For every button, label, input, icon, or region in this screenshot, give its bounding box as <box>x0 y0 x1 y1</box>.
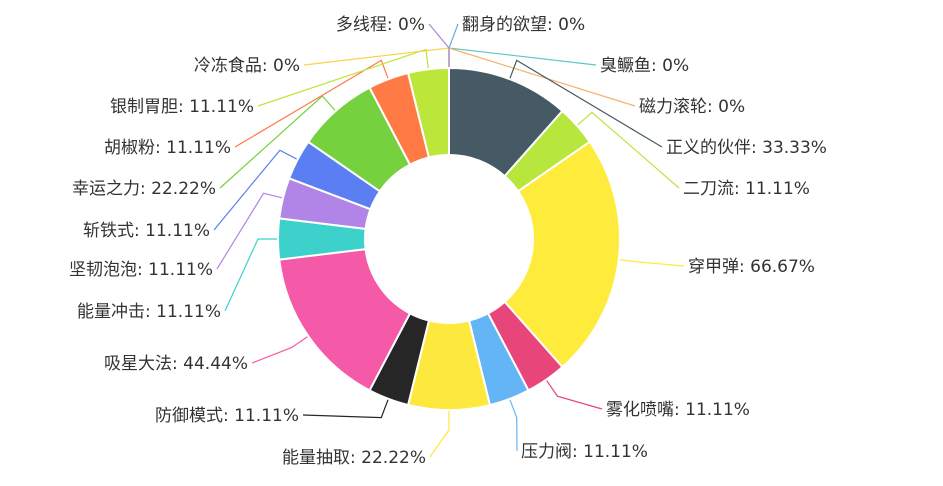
leader-line-银制胃胆 <box>257 48 429 107</box>
labels-group: 翻身的欲望: 0% 臭鳜鱼: 0% 磁力滚轮: 0% 正义的伙伴: 33.33% 二刀流… <box>69 15 827 468</box>
slice-label-雾化喷嘴: 雾化喷嘴: 11.11% <box>606 400 750 420</box>
leader-line-胡椒粉 <box>234 59 389 148</box>
leader-lines-group <box>213 23 685 458</box>
leader-line-幸运之力 <box>219 95 336 189</box>
leader-line-斩铁式 <box>213 149 297 231</box>
leader-line-吸星大法 <box>251 336 308 364</box>
slice-label-防御模式: 防御模式: 11.11% <box>155 406 299 426</box>
slice-穿甲弹[interactable] <box>503 140 621 369</box>
slice-label-坚韧泡泡: 坚韧泡泡: 11.11% <box>69 260 213 280</box>
leader-line-二刀流 <box>577 111 680 189</box>
slice-label-能量冲击: 能量冲击: 11.11% <box>77 302 221 322</box>
leader-line-多线程 <box>428 23 450 67</box>
slice-label-正义的伙伴: 正义的伙伴: 33.33% <box>666 138 827 158</box>
slice-吸星大法[interactable] <box>278 248 412 392</box>
leader-line-压力阀 <box>509 399 518 452</box>
leader-line-雾化喷嘴 <box>546 380 603 410</box>
leader-line-能量抽取 <box>429 410 450 458</box>
leader-line-坚韧泡泡 <box>216 192 283 270</box>
slice-label-磁力滚轮: 磁力滚轮: 0% <box>639 97 745 117</box>
slice-label-二刀流: 二刀流: 11.11% <box>683 179 810 199</box>
slice-label-臭鳜鱼: 臭鳜鱼: 0% <box>600 56 689 76</box>
leader-line-能量冲击 <box>224 238 278 312</box>
slice-label-能量抽取: 能量抽取: 22.22% <box>282 448 426 468</box>
slices-group <box>277 66 621 411</box>
leader-line-翻身的欲望 <box>448 23 459 67</box>
slice-label-幸运之力: 幸运之力: 22.22% <box>72 179 216 199</box>
leader-line-防御模式 <box>302 399 389 419</box>
slice-银制胃胆[interactable] <box>406 66 450 159</box>
slice-label-吸星大法: 吸星大法: 44.44% <box>104 354 248 374</box>
slice-label-冷冻食品: 冷冻食品: 0% <box>194 56 300 76</box>
slice-label-翻身的欲望: 翻身的欲望: 0% <box>462 15 585 35</box>
slice-label-银制胃胆: 银制胃胆: 11.11% <box>110 97 254 117</box>
slice-label-斩铁式: 斩铁式: 11.11% <box>83 221 210 241</box>
slice-label-压力阀: 压力阀: 11.11% <box>521 442 648 462</box>
slice-label-胡椒粉: 胡椒粉: 11.11% <box>104 138 231 158</box>
slice-label-多线程: 多线程: 0% <box>336 15 425 35</box>
leader-line-正义的伙伴 <box>509 59 663 148</box>
leader-line-穿甲弹 <box>619 259 685 267</box>
slice-label-穿甲弹: 穿甲弹: 66.67% <box>688 257 815 277</box>
